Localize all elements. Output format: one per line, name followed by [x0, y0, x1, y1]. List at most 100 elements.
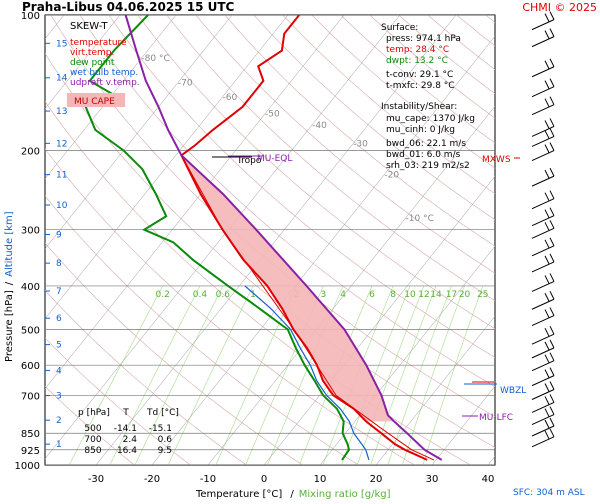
- wind-barb-shaft: [531, 401, 555, 413]
- wind-barb: [531, 28, 555, 48]
- temperature-tick-label: 20: [370, 474, 383, 485]
- info-panel: Surface: press: 974.1 hPa temp: 28.4 °C …: [381, 23, 475, 171]
- pressure-tick-label: 850: [21, 429, 40, 440]
- altitude-tick-label: 2: [56, 416, 62, 426]
- shear-bwd-01: bwd_01: 6.0 m/s: [386, 150, 461, 160]
- chart-title: Praha-Libus 04.06.2025 15 UTC: [22, 0, 235, 14]
- wind-barb: [531, 78, 555, 98]
- wbzl-label: WBZL: [500, 386, 526, 396]
- level-table: p [hPa] T Td [°C] 500 -14.1 -15.1 700 2.…: [78, 408, 179, 456]
- wind-barb: [531, 417, 555, 437]
- wind-barb-flag: [544, 209, 550, 218]
- table-header-td: Td [°C]: [146, 408, 179, 418]
- wind-barb-flag: [549, 96, 555, 105]
- wind-barb-shaft: [531, 175, 555, 187]
- wind-barb-shaft: [531, 86, 555, 98]
- altitude-tick-label: 15: [56, 39, 67, 49]
- wind-barb-flag: [544, 309, 550, 318]
- isotherm: [45, 15, 289, 320]
- wind-barb: [531, 367, 555, 387]
- dry-adiabat: [137, 15, 495, 330]
- wind-barb-flag: [544, 341, 550, 351]
- altitude-tick-label: 9: [56, 230, 62, 240]
- wind-barb: [531, 190, 555, 210]
- wind-barb-flag: [549, 237, 555, 247]
- isotherm: [487, 455, 495, 465]
- wind-barb: [531, 394, 555, 413]
- wind-barb-flag: [544, 408, 550, 417]
- isotherm-label: -50: [265, 110, 280, 120]
- table-header-p: p [hPa]: [78, 408, 110, 418]
- series-temperatureline: [180, 15, 428, 461]
- altitude-tick-label: 4: [56, 366, 62, 376]
- wind-barb-flag: [544, 13, 550, 22]
- shear-bwd-06: bwd_06: 22.1 m/s: [386, 139, 466, 149]
- isotherm: [431, 385, 495, 465]
- wind-barb-flag: [549, 291, 555, 300]
- altitude-tick-label: 1: [56, 440, 62, 450]
- wind-barb-flag: [544, 80, 550, 89]
- series-udpraft-v-temp-line: [124, 15, 443, 461]
- wind-barb: [531, 381, 555, 400]
- mxws-label: MXWS: [482, 155, 511, 165]
- wind-barb-shaft: [531, 261, 555, 273]
- mixing-ratio-label: 0.6: [216, 290, 231, 300]
- wind-barb-flag: [544, 293, 550, 302]
- table-cell: 850: [84, 446, 101, 456]
- dry-adiabat: [108, 15, 495, 358]
- wind-barb-shaft: [531, 360, 555, 372]
- mixing-ratio-label: 8: [390, 290, 396, 300]
- pressure-tick-label: 100: [21, 11, 40, 22]
- mixing-ratio-label: 6: [369, 290, 375, 300]
- wind-barbs: [531, 11, 555, 448]
- wind-barb-flag: [549, 307, 555, 316]
- wind-barb-flag: [549, 142, 555, 151]
- wind-barb-flag: [544, 144, 550, 153]
- pressure-tick-label: 1000: [15, 461, 40, 472]
- cape-area: [181, 155, 395, 422]
- legend-item-dew-point: dew point: [70, 58, 115, 68]
- legend: SKEW-T temperature virt.temp. dew point …: [67, 21, 140, 107]
- isotherm: [45, 15, 121, 110]
- instability-mu-cinh: mu_cinh: 0 J/kg: [386, 125, 455, 135]
- y-axis-title: Pressure [hPa] / Altitude [km]: [4, 211, 15, 362]
- y-axis-title-altitude: Altitude [km]: [4, 211, 15, 277]
- wind-barb: [531, 118, 555, 137]
- surface-title: Surface:: [381, 23, 418, 33]
- surface-dwpt: dwpt: 13.2 °C: [386, 56, 448, 66]
- wind-barb-shaft: [531, 281, 555, 292]
- wind-barb-flag: [549, 118, 555, 127]
- mixing-ratio-label: 14: [430, 290, 442, 300]
- wind-barb-flag: [544, 222, 550, 231]
- instability-title: Instability/Shear:: [381, 102, 457, 112]
- isotherm-label: -10 °C: [406, 214, 434, 224]
- wind-barb-shaft: [531, 425, 555, 437]
- wind-barb-flag: [544, 98, 550, 107]
- isotherm: [95, 15, 457, 465]
- surface-tmxfc: t-mxfc: 29.8 °C: [386, 81, 455, 91]
- pressure-tick-label: 700: [21, 391, 40, 402]
- wind-barb-shaft: [531, 315, 555, 326]
- legend-item-updraft-vtemp: udpraft v.temp.: [70, 78, 140, 88]
- wind-barb: [531, 253, 555, 273]
- temperature-tick-label: 30: [426, 474, 439, 485]
- wind-barb-flag: [549, 58, 555, 67]
- surface-tconv: t-conv: 29.1 °C: [386, 70, 453, 80]
- mixing-ratio-label: 3: [321, 290, 327, 300]
- wind-barb: [531, 128, 555, 147]
- mixing-ratio-label: 1: [250, 290, 256, 300]
- altitude-tick-label: 12: [56, 139, 67, 149]
- surface-temp: temp: 28.4 °C: [386, 45, 449, 55]
- wind-barb-flag: [544, 369, 550, 378]
- credit-label: CHMI © 2025: [522, 1, 597, 14]
- pressure-tick-label: 500: [21, 326, 40, 337]
- wind-barb-shaft: [531, 347, 555, 359]
- wind-barb-flag: [549, 339, 555, 349]
- altitude-tick-label: 7: [56, 287, 62, 297]
- wind-barb-flag: [549, 190, 555, 199]
- wind-barb: [531, 11, 555, 31]
- legend-item-temperature: temperature: [70, 38, 127, 48]
- wind-barb-shaft: [531, 125, 555, 137]
